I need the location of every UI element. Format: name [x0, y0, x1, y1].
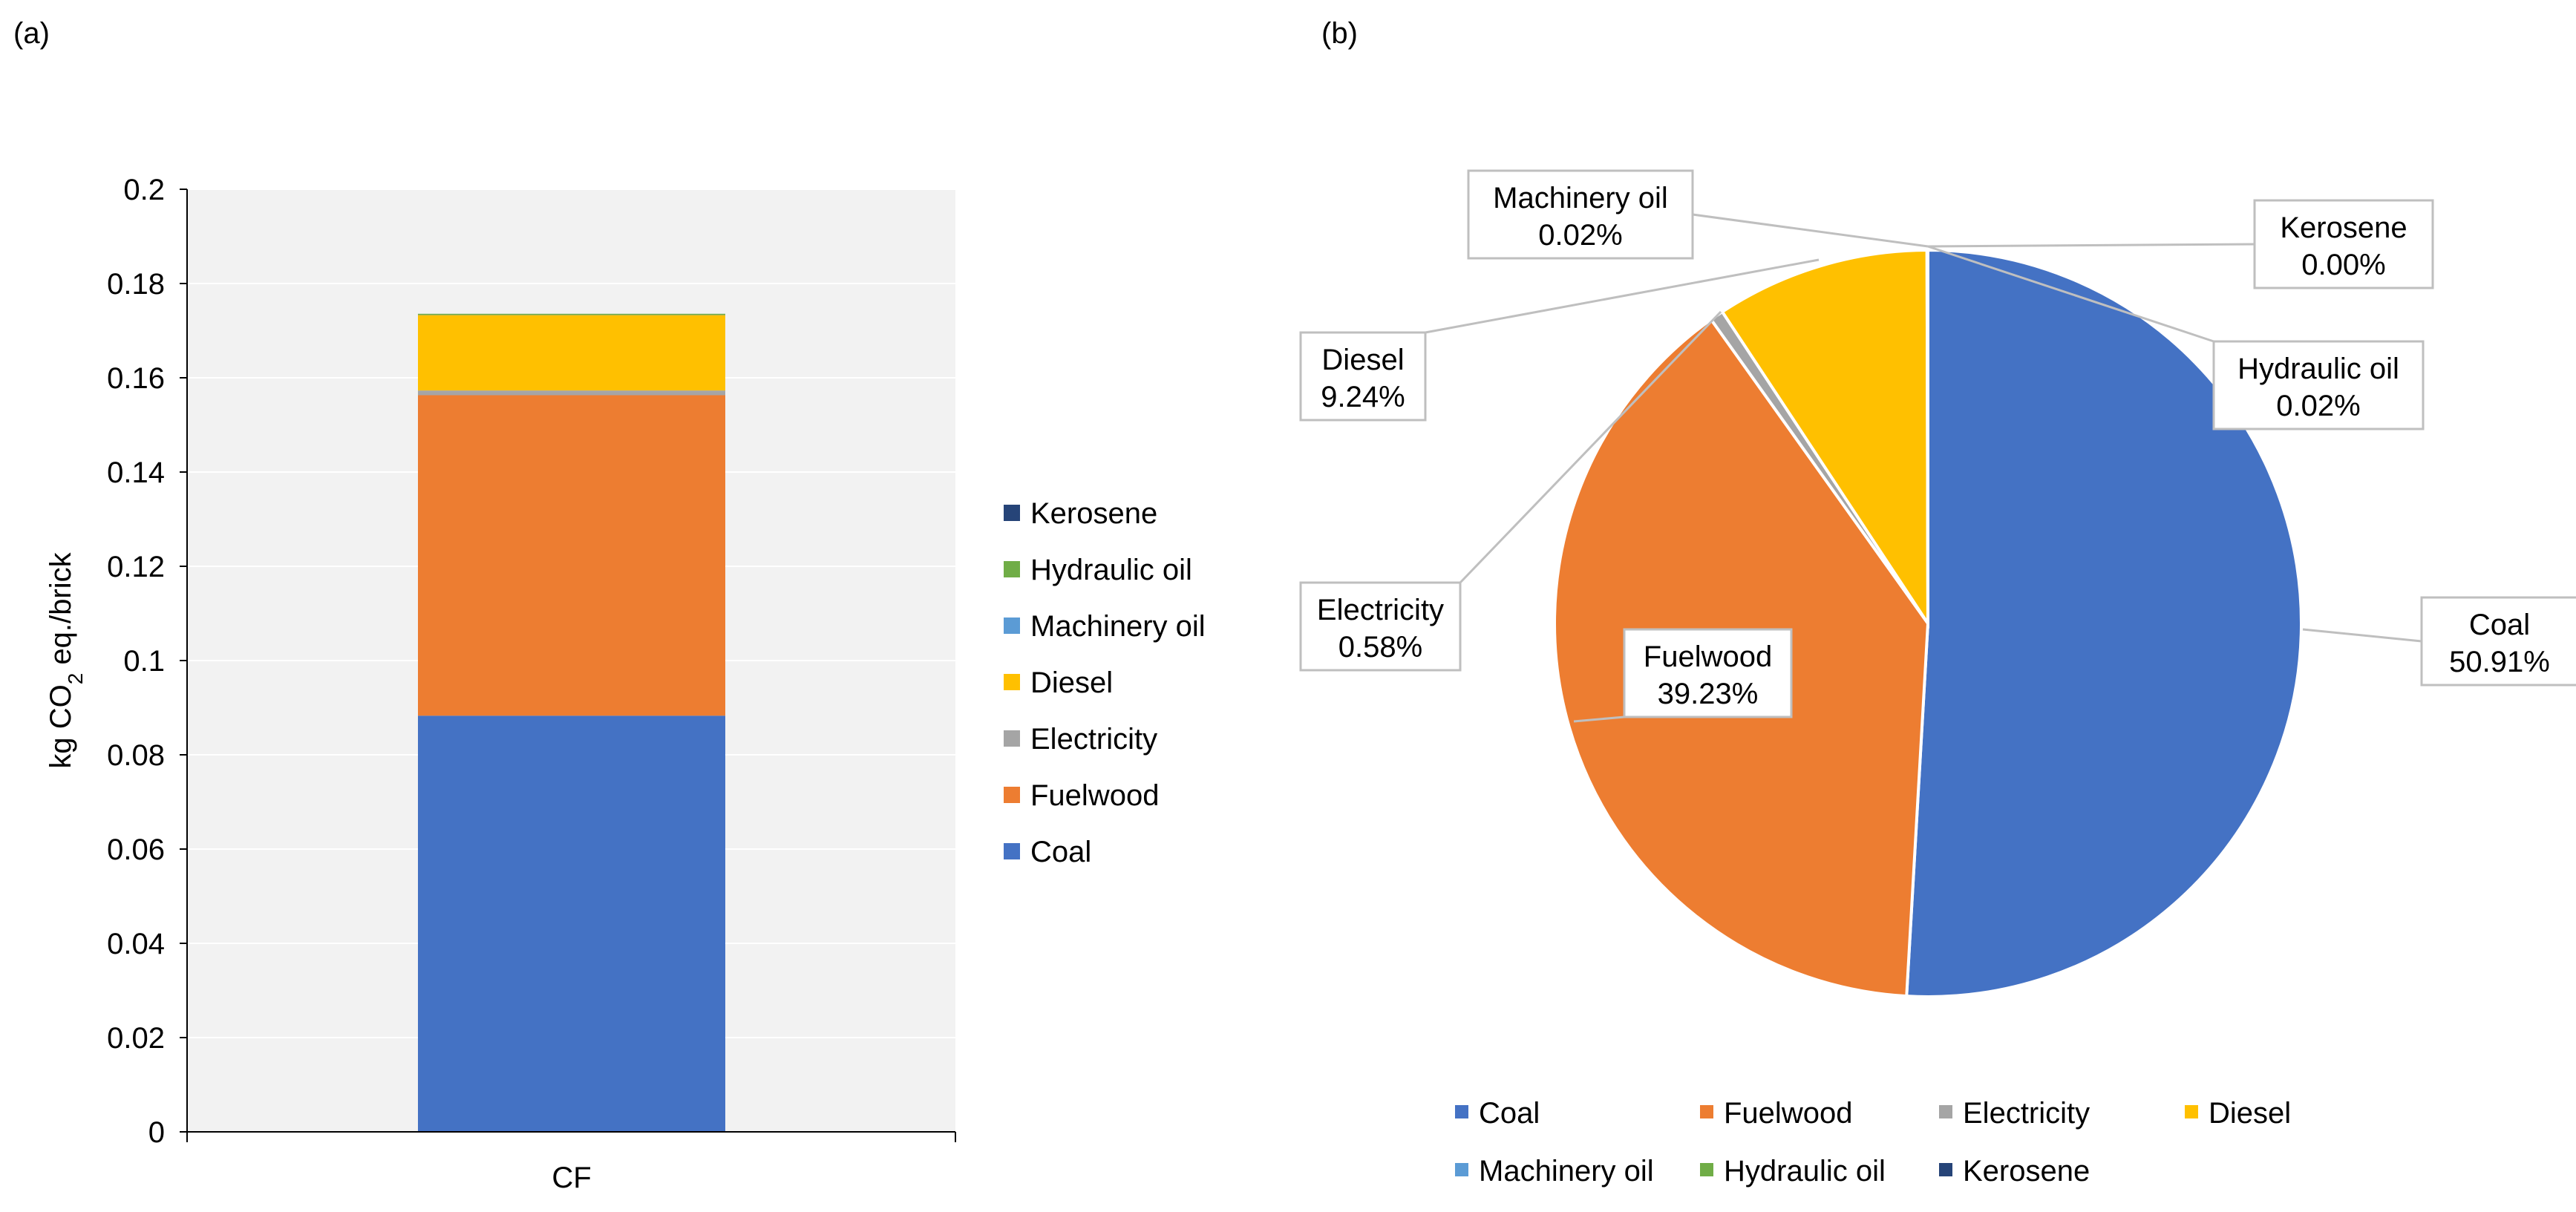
y-tick-label: 0.08 — [107, 739, 165, 772]
pie-leader-lines — [1425, 213, 2422, 723]
pie-legend-swatch-hydraulic-oil — [1700, 1163, 1713, 1176]
y-tick-label: 0 — [148, 1116, 165, 1149]
data-label-name-fuelwood: Fuelwood — [1644, 641, 1772, 673]
legend-swatch-kerosene — [1004, 505, 1020, 521]
bar-segment-diesel — [418, 315, 725, 391]
pie-slice-coal — [1905, 248, 2303, 998]
data-label-value-hydraulic-oil: 0.02% — [2276, 390, 2360, 422]
pie-legend-swatch-diesel — [2185, 1105, 2198, 1118]
pie-legend-label-coal: Coal — [1479, 1097, 1540, 1130]
leader-line-fuelwood — [1573, 715, 1625, 723]
pie-legend-swatch-fuelwood — [1700, 1105, 1713, 1118]
panel-label-a: (a) — [13, 17, 50, 50]
pie-legend-label-electricity: Electricity — [1963, 1097, 2090, 1130]
pie-legend-label-kerosene: Kerosene — [1963, 1155, 2090, 1188]
bar-segment-coal — [418, 715, 725, 1132]
bar-segment-electricity — [418, 390, 725, 396]
legend-swatch-diesel — [1004, 674, 1020, 690]
bar-chart: 00.020.040.060.080.10.120.140.160.180.2 … — [45, 174, 1206, 1194]
pie-legend-label-diesel: Diesel — [2209, 1097, 2291, 1130]
y-tick-label: 0.06 — [107, 833, 165, 866]
data-label-name-kerosene: Kerosene — [2280, 212, 2407, 244]
label-box-diesel — [1299, 331, 1427, 422]
data-label-value-fuelwood: 39.23% — [1658, 678, 1759, 710]
pie-data-labels: Coal 50.91% Fuelwood 39.23% Electricity 0.58%… — [1299, 169, 2576, 718]
pie-legend-label-machinery-oil: Machinery oil — [1479, 1155, 1654, 1188]
data-label-name-electricity: Electricity — [1317, 594, 1444, 626]
data-label-name-hydraulic-oil: Hydraulic oil — [2237, 353, 2399, 385]
data-label-value-kerosene: 0.00% — [2301, 249, 2385, 281]
leader-line-electricity — [1459, 310, 1722, 584]
y-label-subscript: 2 — [64, 673, 87, 685]
y-label-part-1: kg CO — [45, 684, 77, 768]
data-label-name-coal: Coal — [2469, 609, 2530, 641]
bar-legend: Kerosene Hydraulic oil Machinery oil Diesel… — [1004, 497, 1206, 868]
bar-category-label: CF — [552, 1162, 591, 1194]
bar-y-axis-label: kg CO2 eq./brick — [45, 551, 87, 768]
pie-legend-swatch-kerosene — [1939, 1163, 1952, 1176]
legend-label-diesel: Diesel — [1030, 666, 1113, 699]
bar-y-tick-labels: 0 0.02 0.04 0.06 0.08 0.1 0.12 0.14 0.16 0.18 0.2 — [107, 174, 165, 1149]
data-label-value-machinery-oil: 0.02% — [1538, 219, 1622, 252]
bar-segment-hydraulic-oil — [418, 313, 725, 315]
label-box-machinery-oil — [1467, 169, 1694, 260]
y-tick-label: 0.02 — [107, 1022, 165, 1055]
pie-legend-swatch-electricity — [1939, 1105, 1952, 1118]
legend-label-hydraulic-oil: Hydraulic oil — [1030, 554, 1192, 586]
label-box-fuelwood — [1623, 628, 1793, 718]
legend-swatch-fuelwood — [1004, 787, 1020, 803]
leader-line-machinery-oil — [1692, 213, 1929, 248]
pie-legend-label-fuelwood: Fuelwood — [1724, 1097, 1852, 1130]
legend-swatch-hydraulic-oil — [1004, 561, 1020, 577]
legend-label-machinery-oil: Machinery oil — [1030, 610, 1206, 643]
label-box-coal — [2420, 596, 2576, 687]
leader-line-hydraulic-oil — [1927, 245, 2214, 343]
legend-swatch-coal — [1004, 843, 1020, 859]
y-tick-label: 0.1 — [123, 645, 165, 678]
data-label-value-electricity: 0.58% — [1338, 631, 1422, 664]
y-tick-label: 0.18 — [107, 268, 165, 301]
data-label-value-coal: 50.91% — [2449, 646, 2550, 678]
legend-swatch-electricity — [1004, 730, 1020, 747]
legend-swatch-machinery-oil — [1004, 618, 1020, 634]
data-label-name-machinery-oil: Machinery oil — [1493, 182, 1668, 214]
legend-label-electricity: Electricity — [1030, 723, 1157, 756]
label-box-electricity — [1299, 581, 1462, 672]
pie-slice-diesel — [1720, 248, 1930, 629]
pie-legend: Coal Fuelwood Electricity Diesel Machinery o… — [1455, 1097, 2291, 1188]
label-box-hydraulic-oil — [2212, 340, 2425, 430]
pie-legend-swatch-machinery-oil — [1455, 1163, 1468, 1176]
leader-line-kerosene — [1927, 243, 2255, 248]
y-tick-label: 0.16 — [107, 362, 165, 395]
pie-chart: Coal 50.91% Fuelwood 39.23% Electricity 0.58%… — [1299, 169, 2576, 1188]
pie-legend-label-hydraulic-oil: Hydraulic oil — [1724, 1155, 1886, 1188]
y-label-part-2: eq./brick — [45, 551, 77, 672]
panel-label-b: (b) — [1321, 17, 1358, 50]
legend-label-kerosene: Kerosene — [1030, 497, 1157, 530]
data-label-value-diesel: 9.24% — [1321, 381, 1405, 413]
legend-label-coal: Coal — [1030, 836, 1091, 868]
y-tick-label: 0.2 — [123, 174, 165, 206]
pie-legend-swatch-coal — [1455, 1105, 1468, 1118]
bar-segment-fuelwood — [418, 395, 725, 716]
leader-line-diesel — [1425, 258, 1820, 334]
y-tick-label: 0.04 — [107, 928, 165, 960]
y-tick-label: 0.12 — [107, 551, 165, 583]
pie-slice-hydraulic-oil — [1926, 248, 1929, 624]
y-tick-label: 0.14 — [107, 456, 165, 489]
leader-line-coal — [2302, 628, 2422, 643]
data-label-name-diesel: Diesel — [1321, 344, 1404, 376]
bar-segments — [418, 313, 725, 1132]
bar-axes — [180, 189, 956, 1142]
label-box-kerosene — [2253, 199, 2434, 289]
pie-slices — [1553, 248, 2303, 998]
legend-label-fuelwood: Fuelwood — [1030, 779, 1159, 812]
